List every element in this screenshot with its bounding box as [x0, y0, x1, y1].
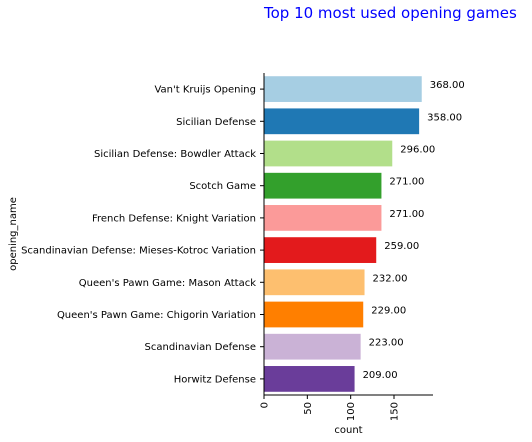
- y-tick-label: French Defense: Knight Variation: [92, 213, 256, 224]
- bar: [264, 140, 393, 167]
- bar: [264, 76, 422, 102]
- chart-title: Top 10 most used opening games: [264, 4, 517, 22]
- bar: [264, 237, 377, 263]
- bar: [264, 269, 365, 296]
- bar: [264, 301, 364, 328]
- bar-value-label: 229.00: [371, 306, 406, 317]
- y-tick-label: Sicilian Defense: Bowdler Attack: [94, 149, 256, 160]
- bar-value-label: 368.00: [430, 80, 465, 91]
- value-labels-layer: 368.00 358.00 296.00 271.00 271.00 259.00 232.…: [363, 80, 465, 381]
- x-tick-labels-layer: 0 50 100 150: [260, 395, 401, 421]
- bar: [264, 366, 355, 392]
- y-tick-label: Scandinavian Defense: [145, 342, 256, 353]
- bar-value-label: 296.00: [400, 145, 435, 156]
- bar-value-label: 232.00: [373, 273, 408, 284]
- y-tick-label: Scotch Game: [189, 181, 256, 192]
- y-axis-label: opening_name: [8, 197, 19, 271]
- bar-value-label: 358.00: [427, 112, 462, 123]
- bar: [264, 108, 420, 135]
- x-tick-label: 100: [346, 402, 357, 421]
- y-tick-label: Van't Kruijs Opening: [154, 85, 256, 96]
- y-tick-label: Sicilian Defense: [176, 117, 256, 128]
- bar-value-label: 223.00: [369, 338, 404, 349]
- y-tick-label: Scandinavian Defense: Mieses-Kotroc Vari…: [21, 246, 256, 257]
- bar-value-label: 209.00: [363, 370, 398, 381]
- bars-layer: [264, 76, 422, 392]
- bar: [264, 172, 382, 199]
- bar-value-label: 259.00: [384, 241, 419, 252]
- bar-value-label: 271.00: [389, 177, 424, 188]
- bar: [264, 205, 382, 231]
- y-tick-label: Horwitz Defense: [174, 374, 256, 385]
- x-tick-label: 50: [303, 402, 314, 415]
- x-tick-label: 150: [390, 402, 401, 421]
- bar: [264, 333, 361, 360]
- bar-value-label: 271.00: [389, 209, 424, 220]
- y-tick-label: Queen's Pawn Game: Chigorin Variation: [57, 310, 256, 321]
- y-tick-label: Queen's Pawn Game: Mason Attack: [79, 278, 256, 289]
- x-axis-label: count: [334, 425, 362, 436]
- y-tick-labels-layer: Van't Kruijs Opening Sicilian Defense Sici…: [21, 85, 264, 385]
- x-tick-label: 0: [260, 402, 271, 408]
